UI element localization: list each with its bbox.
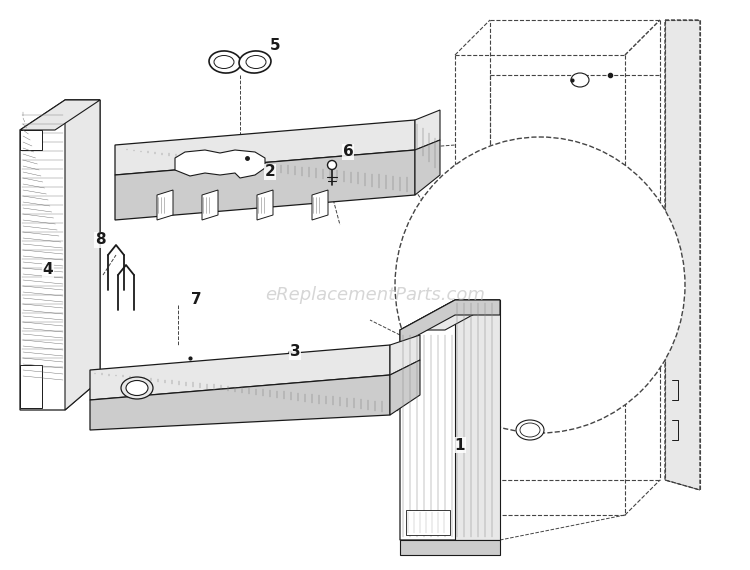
Polygon shape xyxy=(115,150,415,220)
Ellipse shape xyxy=(520,423,540,437)
Polygon shape xyxy=(90,375,390,430)
Text: 7: 7 xyxy=(190,292,201,307)
Text: 3: 3 xyxy=(290,344,300,360)
Ellipse shape xyxy=(328,161,337,169)
Ellipse shape xyxy=(121,377,153,399)
Ellipse shape xyxy=(209,51,241,73)
Polygon shape xyxy=(390,335,420,375)
Ellipse shape xyxy=(214,55,234,68)
Polygon shape xyxy=(115,120,415,175)
Polygon shape xyxy=(400,300,500,345)
Polygon shape xyxy=(157,190,173,220)
Polygon shape xyxy=(455,300,500,540)
Ellipse shape xyxy=(516,420,544,440)
Polygon shape xyxy=(90,345,390,400)
Polygon shape xyxy=(312,190,328,220)
Text: eReplacementParts.com: eReplacementParts.com xyxy=(265,286,485,304)
Polygon shape xyxy=(257,190,273,220)
Polygon shape xyxy=(390,360,420,415)
Polygon shape xyxy=(406,510,450,535)
Polygon shape xyxy=(202,190,218,220)
Ellipse shape xyxy=(239,51,271,73)
Ellipse shape xyxy=(395,137,685,433)
Ellipse shape xyxy=(246,55,266,68)
Text: 6: 6 xyxy=(343,145,353,160)
Ellipse shape xyxy=(571,73,589,87)
Polygon shape xyxy=(415,110,440,150)
Polygon shape xyxy=(20,100,100,410)
Polygon shape xyxy=(20,100,100,130)
Text: 1: 1 xyxy=(454,438,465,453)
Polygon shape xyxy=(20,365,42,408)
Text: 2: 2 xyxy=(265,165,275,180)
Polygon shape xyxy=(400,300,500,540)
Polygon shape xyxy=(20,130,42,150)
Polygon shape xyxy=(175,150,265,178)
Polygon shape xyxy=(65,100,100,410)
Ellipse shape xyxy=(126,381,148,396)
Polygon shape xyxy=(665,20,700,490)
Polygon shape xyxy=(415,140,440,195)
Polygon shape xyxy=(400,540,500,555)
Text: 5: 5 xyxy=(270,38,280,52)
Polygon shape xyxy=(400,300,500,330)
Text: 4: 4 xyxy=(43,263,53,278)
Text: 8: 8 xyxy=(94,233,105,247)
